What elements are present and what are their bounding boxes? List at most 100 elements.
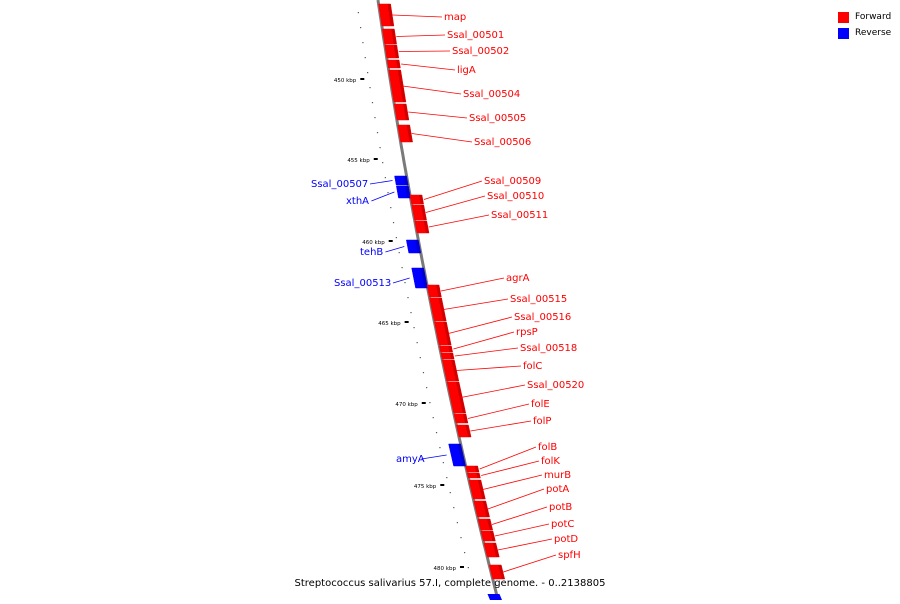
gene-leader-line [479, 446, 537, 470]
scale-tick [426, 387, 428, 389]
scale-label: 475 kbp [414, 484, 437, 490]
gene-arrow [388, 69, 407, 103]
gene-shade [492, 543, 500, 557]
gene-label: potC [551, 519, 574, 530]
scale-tick [464, 552, 466, 554]
gene-label: Ssal_00513 [334, 278, 391, 289]
gene-arrow [468, 479, 486, 500]
gene-arrow [456, 424, 472, 438]
gene-leader-line [448, 316, 513, 334]
scale-tick [367, 72, 369, 74]
scale-tick [446, 477, 448, 479]
gene-leader-line [503, 554, 557, 573]
gene-shade [489, 531, 496, 541]
gene-leader-line [454, 347, 519, 357]
gene-arrow [386, 59, 401, 69]
scale-tick-major [373, 158, 378, 160]
gene-leader-line [411, 133, 473, 143]
gene-label: potA [546, 484, 569, 495]
scale-tick [429, 402, 431, 404]
gene-label: Ssal_00501 [447, 30, 504, 41]
gene-shade [443, 322, 452, 345]
scale-tick [449, 492, 451, 494]
gene-leader-line [385, 246, 405, 253]
gene-label: potD [554, 534, 578, 545]
scale-tick [362, 42, 364, 44]
gene-label: Ssal_00516 [514, 312, 571, 323]
gene-leader-line [392, 277, 410, 284]
gene-shade [498, 565, 505, 579]
scale-tick [456, 522, 458, 524]
gene-shade [405, 186, 411, 198]
scale-tick [419, 357, 421, 359]
scale-tick [467, 567, 469, 569]
gene-arrow [406, 239, 422, 254]
scale-tick [395, 237, 397, 239]
gene-label: rpsP [516, 327, 538, 338]
gene-arrow [394, 175, 409, 186]
scale-tick [401, 267, 403, 269]
gene-label: folC [523, 361, 542, 372]
gene-arrow [414, 220, 430, 234]
gene-leader-line [481, 460, 540, 476]
gene-arrow [409, 194, 424, 205]
gene-arrow [442, 359, 460, 382]
gene-leader-line [460, 384, 526, 398]
gene-shade [387, 4, 394, 26]
legend-item-forward: Forward [838, 9, 891, 25]
scale-tick [460, 537, 462, 539]
gene-leader-line [392, 14, 443, 18]
scale-tick [432, 417, 434, 419]
scale-label: 470 kbp [395, 402, 418, 408]
gene-leader-line [425, 195, 486, 213]
gene-label: Ssal_00506 [474, 137, 531, 148]
gene-label: folK [541, 456, 560, 467]
gene-shade [420, 205, 427, 220]
gene-shade [420, 268, 428, 288]
scale-tick [392, 222, 395, 224]
scale-tick-major [388, 240, 393, 242]
scale-tick [364, 57, 366, 59]
gene-arrow [397, 124, 413, 143]
gene-leader-line [494, 523, 550, 537]
gene-leader-line [440, 277, 505, 292]
gene-shade [436, 285, 442, 297]
gene-leader-line [470, 420, 532, 432]
gene-leader-line [453, 331, 515, 350]
gene-arrow [477, 518, 494, 531]
gene-arrow [426, 284, 442, 298]
gene-label: xthA [346, 196, 369, 207]
gene-label: amyA [396, 454, 425, 465]
gene-shade [397, 70, 406, 102]
scale-label: 465 kbp [378, 321, 401, 327]
gene-arrow [439, 345, 453, 353]
gene-label: folB [538, 442, 557, 453]
gene-shade [477, 480, 486, 499]
gene-leader-line [421, 454, 447, 460]
gene-label: Ssal_00520 [527, 380, 584, 391]
legend-label: Reverse [855, 28, 892, 38]
gene-shade [474, 466, 480, 472]
gene-leader-line [456, 365, 522, 371]
gene-shade [438, 298, 447, 321]
gene-leader-line [423, 180, 483, 200]
gene-leader-line [491, 506, 548, 525]
gene-leader-line [497, 538, 553, 551]
scale-tick [384, 177, 386, 179]
gene-shade [482, 501, 490, 517]
scale-tick [439, 447, 441, 449]
scale-tick [442, 462, 444, 464]
gene-arrow [393, 103, 410, 121]
gene-label: Ssal_00510 [487, 191, 544, 202]
gene-arrow [487, 594, 502, 600]
scale-tick [369, 87, 371, 89]
gene-shade [462, 414, 468, 423]
scale-tick [404, 282, 406, 284]
gene-arrow [480, 530, 496, 542]
scale-tick [416, 342, 418, 344]
gene-arrow [488, 564, 506, 580]
gene-arrow [429, 297, 447, 322]
gene-label: potB [549, 502, 572, 513]
gene-arrow [378, 3, 395, 27]
